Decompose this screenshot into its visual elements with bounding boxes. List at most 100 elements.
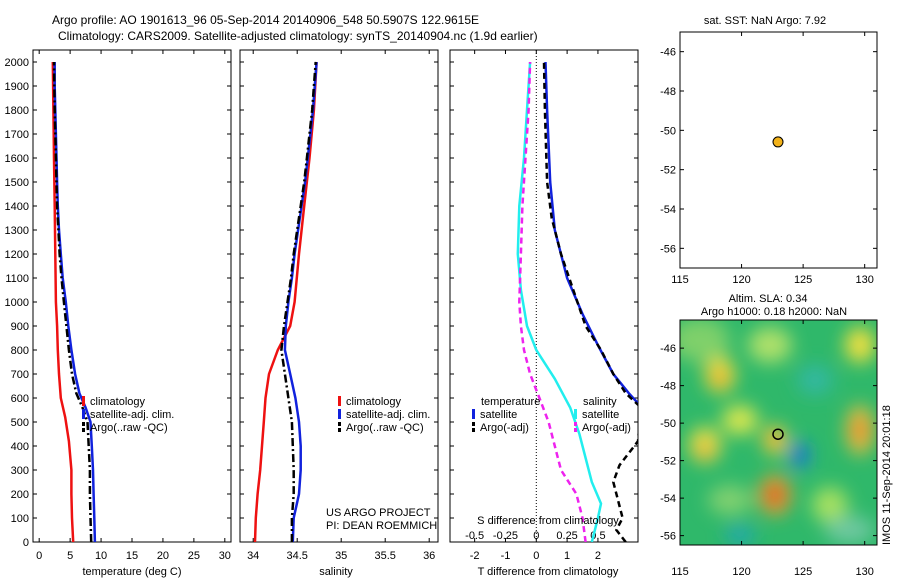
depth-y-tick-label: 100 bbox=[11, 513, 29, 525]
salinity-x-tick-label: 36 bbox=[423, 550, 435, 562]
sla-blob bbox=[725, 525, 755, 545]
series-line-red bbox=[253, 61, 318, 543]
legend-swatch-satellite bbox=[82, 409, 85, 419]
depth-y-tick-label: 1200 bbox=[5, 249, 29, 261]
salinity-legend: climatology satellite-adj. clim. Argo(..… bbox=[338, 396, 430, 434]
legend-swatch-argo-b bbox=[82, 428, 85, 432]
legend-s-argo: Argo(-adj) bbox=[582, 422, 631, 434]
depth-y-tick-label: 200 bbox=[11, 489, 29, 501]
sdiff-x-tick-label: -0.5 bbox=[465, 530, 484, 542]
credits-pi: PI: DEAN ROEMMICH bbox=[326, 520, 437, 532]
depth-y-tick-label: 2000 bbox=[5, 57, 29, 69]
series-line-blue bbox=[544, 61, 638, 406]
salinity-x-tick-label: 34 bbox=[247, 550, 259, 562]
salinity-lines bbox=[253, 61, 318, 543]
sla-blob bbox=[698, 442, 712, 458]
sst-map-markers bbox=[772, 136, 784, 148]
sla-map-title: Altim. SLA: 0.34 bbox=[729, 293, 808, 305]
depth-y-tick-label: 1300 bbox=[5, 225, 29, 237]
legend-swatch-t-argo-a bbox=[472, 422, 475, 426]
depth-y-tick-label: 0 bbox=[23, 537, 29, 549]
sdiff-x-tick-label: 0.25 bbox=[556, 530, 577, 542]
depth-y-tick-label: 900 bbox=[11, 321, 29, 333]
temperature-x-tick-label: 15 bbox=[126, 550, 138, 562]
sst-lat-tick-label: -46 bbox=[660, 47, 676, 59]
sst-lon-tick-label: 115 bbox=[671, 274, 689, 286]
difference-axes-box bbox=[449, 49, 639, 543]
legend-swatch-argo-a bbox=[82, 422, 85, 426]
sla-lon-tick-label: 120 bbox=[732, 566, 750, 578]
legend-header-salinity: salinity bbox=[583, 396, 617, 408]
difference-xlabel-salinity: S difference from climatology bbox=[477, 515, 619, 527]
sla-blob bbox=[812, 487, 848, 523]
sst-lat-tick-label: -54 bbox=[660, 204, 676, 216]
temperature-x-tick-label: 0 bbox=[36, 550, 42, 562]
series-line-red bbox=[51, 61, 75, 543]
salinity-ticks: 34 34.5 35 35.5 36 bbox=[240, 50, 438, 562]
sla-field bbox=[680, 320, 875, 545]
temperature-legend-climatology: climatology bbox=[90, 396, 146, 408]
sla-map-ticks: 115 120 125 130 -46 -48 -50 -52 -54 -56 bbox=[660, 320, 877, 578]
sla-map-subtitle: Argo h1000: 0.18 h2000: NaN bbox=[701, 306, 847, 318]
depth-y-tick-label: 1100 bbox=[5, 273, 29, 285]
sla-blob bbox=[767, 486, 783, 504]
tdiff-x-tick-label: 2 bbox=[595, 550, 601, 562]
series-line-blue bbox=[53, 62, 97, 543]
tdiff-x-tick-label: 0 bbox=[533, 550, 539, 562]
depth-y-tick-label: 400 bbox=[11, 441, 29, 453]
sla-heatmap bbox=[680, 320, 877, 545]
salinity-x-tick-label: 34.5 bbox=[286, 550, 307, 562]
sla-blob bbox=[708, 485, 752, 515]
sst-lon-tick-label: 125 bbox=[794, 274, 812, 286]
salinity-legend-climatology: climatology bbox=[346, 396, 402, 408]
legend-swatch-argo-b bbox=[338, 428, 341, 432]
sla-blob bbox=[854, 418, 866, 442]
tdiff-x-tick-label: -2 bbox=[470, 550, 480, 562]
sst-map-panel: sat. SST: NaN Argo: 7.92 115 120 125 130 -46… bbox=[660, 15, 878, 286]
sla-lat-tick-label: -52 bbox=[660, 456, 676, 468]
sla-lon-tick-label: 115 bbox=[671, 566, 689, 578]
tdiff-x-tick-label: -1 bbox=[501, 550, 511, 562]
sst-lat-tick-label: -48 bbox=[660, 86, 676, 98]
salinity-panel: 34 34.5 35 35.5 36 salinity climatology sate… bbox=[239, 49, 439, 578]
sla-blob bbox=[714, 370, 726, 386]
temperature-ticks: 0 5 10 15 20 25 300100200300400500600700800900… bbox=[5, 50, 231, 562]
credits-project: US ARGO PROJECT bbox=[326, 507, 431, 519]
legend-header-temperature: temperature bbox=[481, 396, 540, 408]
temperature-xlabel: temperature (deg C) bbox=[82, 566, 181, 578]
legend-s-satellite: satellite bbox=[582, 409, 619, 421]
salinity-legend-argo: Argo(..raw -QC) bbox=[346, 422, 424, 434]
sla-blob bbox=[748, 327, 792, 363]
depth-y-tick-label: 800 bbox=[11, 345, 29, 357]
series-line-black bbox=[280, 61, 317, 542]
temperature-x-tick-label: 20 bbox=[157, 550, 169, 562]
depth-y-tick-label: 500 bbox=[11, 417, 29, 429]
legend-swatch-t-argo-b bbox=[472, 428, 475, 432]
legend-t-satellite: satellite bbox=[480, 409, 517, 421]
difference-xlabel-temperature: T difference from climatology bbox=[478, 566, 619, 578]
depth-y-tick-label: 700 bbox=[11, 369, 29, 381]
argo-position-marker bbox=[772, 136, 784, 148]
sla-lon-tick-label: 125 bbox=[794, 566, 812, 578]
difference-lines bbox=[516, 61, 638, 542]
temperature-legend-satellite: satellite-adj. clim. bbox=[90, 409, 174, 421]
sla-blob bbox=[770, 434, 780, 446]
header-line-2: Climatology: CARS2009. Satellite-adjuste… bbox=[58, 29, 538, 43]
sst-lon-tick-label: 130 bbox=[856, 274, 874, 286]
temperature-legend: climatology satellite-adj. clim. Argo(..… bbox=[82, 396, 174, 434]
sla-lat-tick-label: -50 bbox=[660, 418, 676, 430]
sla-lat-tick-label: -48 bbox=[660, 381, 676, 393]
depth-y-tick-label: 1800 bbox=[5, 105, 29, 117]
header-line-1: Argo profile: AO 1901613_96 05-Sep-2014 … bbox=[52, 13, 479, 27]
legend-swatch-argo-a bbox=[338, 422, 341, 426]
sla-blob bbox=[797, 365, 833, 395]
temperature-x-tick-label: 25 bbox=[188, 550, 200, 562]
temperature-legend-argo: Argo(..raw -QC) bbox=[90, 422, 168, 434]
sst-map-title: sat. SST: NaN Argo: 7.92 bbox=[704, 15, 826, 27]
sla-blob bbox=[825, 516, 875, 544]
sla-blob bbox=[680, 320, 730, 362]
difference-legend: temperature salinity satellite Argo(-adj… bbox=[472, 396, 631, 434]
